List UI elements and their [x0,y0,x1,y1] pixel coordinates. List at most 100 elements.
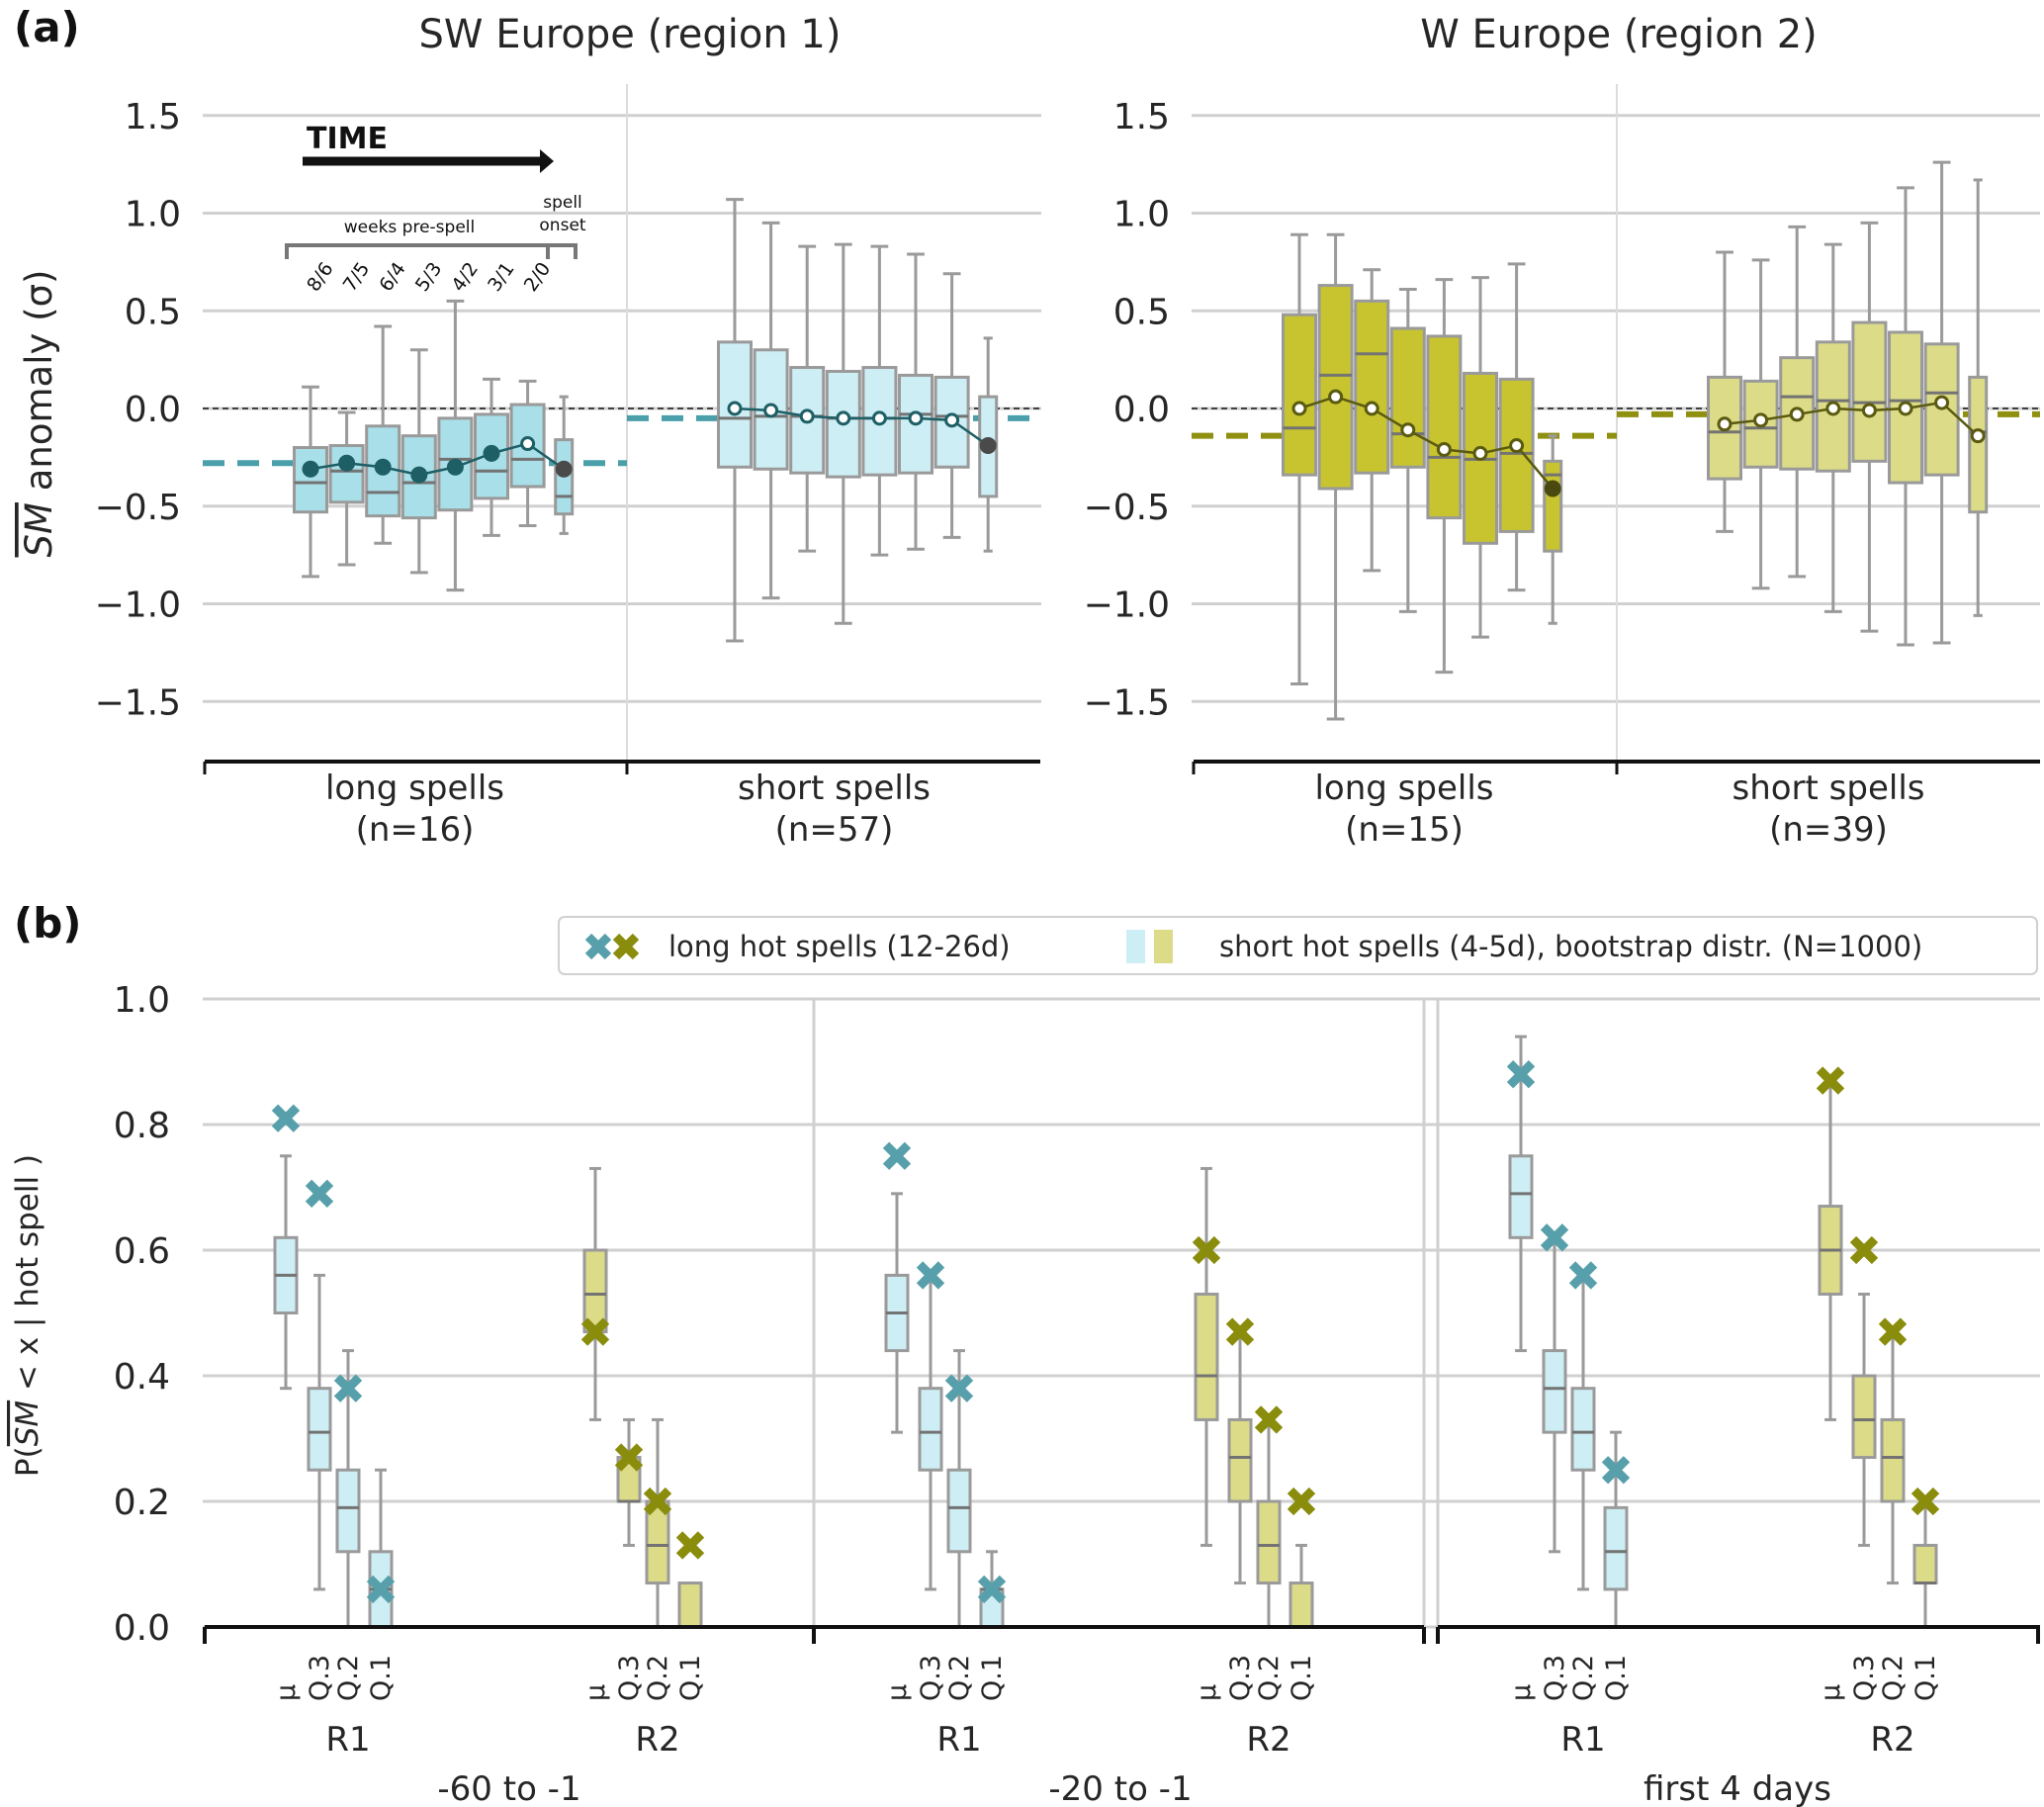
x-marker-stroke [1540,1223,1569,1252]
box-iqr [1317,284,1354,491]
x-marker-stroke [1192,1235,1221,1265]
x-marker-stroke [305,1179,334,1209]
period-label: -60 to -1 [437,1769,580,1807]
x-marker-stroke [1254,1405,1284,1434]
mean-marker [1825,401,1841,416]
boxplot [1543,434,1563,625]
mean-marker [1970,428,1986,444]
y-tick-label: −1.5 [1084,682,1170,723]
y-tick-label: 1.5 [1113,97,1170,137]
long-spell-x-marker [675,1531,705,1560]
quantile-tick-label: μ [882,1684,913,1701]
quantile-tick-label: Q.2 [1254,1655,1285,1701]
boxplot [1389,288,1426,613]
bootstrap-boxplot [273,1154,299,1391]
panel-a-ylabel: SM anomaly (σ) [18,270,60,558]
bootstrap-boxplot [307,1273,332,1591]
x-marker-stroke [580,1317,610,1346]
box-iqr [1912,1543,1938,1585]
legend-markers [584,930,1173,963]
region-1-plot: 1.5 1.0 0.5 0.0 −0.5 −1.0 −1.5 long spells(n=16… [95,84,1041,850]
week-tick-label: 8/6 [303,258,338,296]
legend-long-label: long hot spells (12-26d) [668,930,1011,963]
boxplot [400,348,437,575]
y-tick-label: 0.0 [125,390,181,430]
bootstrap-boxplot [1818,1079,1843,1421]
box-iqr [1923,342,1960,477]
week-tick-labels: 8/6 7/5 6/4 5/3 4/2 3/1 2/0 [303,258,555,296]
bootstrap-boxplot [884,1192,910,1434]
mean-marker [1934,395,1950,410]
boxplot [1317,232,1354,721]
long-spell-x-marker [305,1179,334,1209]
boxplot [1498,262,1535,592]
box-iqr [918,1387,943,1472]
box-iqr [717,340,753,469]
quantile-tick-label: Q.1 [1911,1655,1941,1701]
quantile-tick-label: Q.1 [1601,1655,1632,1701]
boxplot [861,244,898,557]
week-tick-label: 7/5 [339,258,375,296]
group-n-label: (n=16) [356,810,475,850]
mean-marker [836,410,851,426]
y-tick-label: 0.0 [114,1608,170,1649]
bootstrap-boxplot [1227,1330,1253,1585]
long-spell-x-marker [944,1374,974,1402]
mean-marker [944,412,960,428]
bootstrap-boxplot [946,1349,972,1629]
long-spell-x-marker [333,1374,363,1402]
region-label: R2 [635,1720,679,1760]
y-tick-label: 0.6 [114,1231,170,1272]
bootstrap-boxplot [1508,1035,1534,1353]
group-n-label: (n=57) [775,810,894,850]
x-marker-stroke [1225,1317,1255,1346]
box-iqr [328,444,365,504]
mean-marker [520,436,536,452]
mean-marker [727,401,743,416]
week-tick-label: 4/2 [447,258,483,296]
bootstrap-boxplot [616,1417,642,1547]
box-iqr [1880,1417,1906,1503]
week-tick-label: 2/0 [520,258,556,296]
weeks-bracket [285,243,578,259]
x-marker-stroke [1816,1066,1845,1095]
x-marker-stroke [1506,1060,1536,1089]
region-label: R1 [936,1720,981,1760]
legend-x-r2-icon [612,933,640,960]
box-iqr [1194,1292,1219,1421]
x-marker-stroke [882,1141,912,1170]
bootstrap-boxplot [335,1349,361,1629]
ylabel-rest: anomaly (σ) [18,270,60,503]
region-label: R2 [1246,1720,1290,1760]
y-tick-label: 0.2 [114,1483,170,1523]
long-spell-x-marker [271,1104,301,1132]
spell-onset-label-2: onset [539,216,585,235]
x-marker-stroke [1287,1487,1316,1516]
week-tick-label: 5/3 [411,258,447,296]
panel-b-label: (b) [14,899,81,948]
mean-marker [302,460,319,478]
quantile-tick-label: Q.3 [1849,1655,1880,1701]
box-iqr [1851,320,1888,463]
x-marker-stroke [584,933,612,960]
x-marker-stroke [944,1374,974,1402]
box-iqr [1603,1505,1629,1591]
mean-marker [979,437,997,455]
y-tick-label: 1.0 [1113,195,1170,235]
region-label: R1 [1560,1720,1605,1760]
quantile-tick-label: Q.2 [333,1655,364,1701]
mean-marker [1861,403,1877,418]
boxplot [328,410,365,567]
bootstrap-boxplot [1851,1292,1877,1547]
boxplot [1463,276,1498,639]
box-iqr [1426,334,1463,520]
ylabel-b-prefix: P( [10,1446,45,1477]
long-spell-x-marker [366,1575,396,1604]
boxplot [933,272,970,539]
long-spell-x-marker [882,1141,912,1170]
mean-marker [1717,416,1733,432]
box-iqr [1389,326,1426,469]
box-iqr [1542,1349,1567,1434]
long-spell-x-marker [1506,1060,1536,1089]
